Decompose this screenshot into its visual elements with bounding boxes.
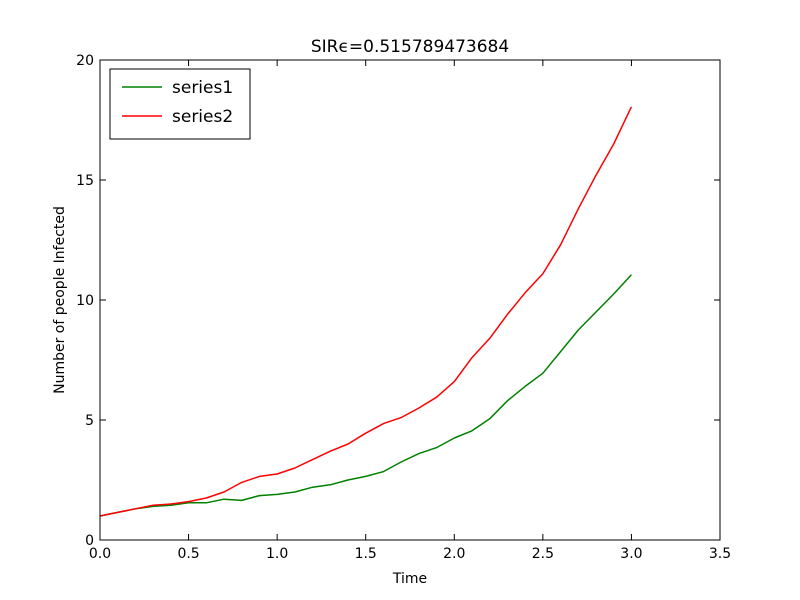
x-tick-label: 1.5 <box>355 546 377 562</box>
axis-ticks: 0.0 0.5 1.0 1.5 2.0 2.5 3.0 3.5 0 5 10 15 20 <box>76 53 731 562</box>
series-line-series2 <box>99 106 633 517</box>
x-tick-label: 0.5 <box>177 546 199 562</box>
x-tick-label: 2.5 <box>532 546 554 562</box>
legend-label-series2: series2 <box>172 107 233 127</box>
y-tick-label: 5 <box>85 413 94 429</box>
y-axis-label: Number of people Infected <box>52 206 68 394</box>
chart-title: SIRϵ=0.515789473684 <box>311 37 509 57</box>
y-tick-label: 15 <box>76 173 94 189</box>
legend: series1 series2 <box>109 68 251 140</box>
legend-box <box>109 68 251 140</box>
x-tick-label: 3.5 <box>709 546 731 562</box>
y-tick-label: 10 <box>76 293 94 309</box>
legend-label-series1: series1 <box>172 78 233 98</box>
plot-lines <box>99 106 633 517</box>
y-tick-label: 0 <box>85 533 94 549</box>
plot-frame <box>99 59 721 541</box>
x-tick-label: 2.0 <box>443 546 465 562</box>
y-tick-label: 20 <box>76 53 94 69</box>
x-axis-label: Time <box>392 571 427 587</box>
x-tick-label: 1.0 <box>266 546 288 562</box>
series-line-series1 <box>99 274 632 517</box>
x-tick-label: 3.0 <box>620 546 642 562</box>
x-tick-label: 0.0 <box>89 546 111 562</box>
